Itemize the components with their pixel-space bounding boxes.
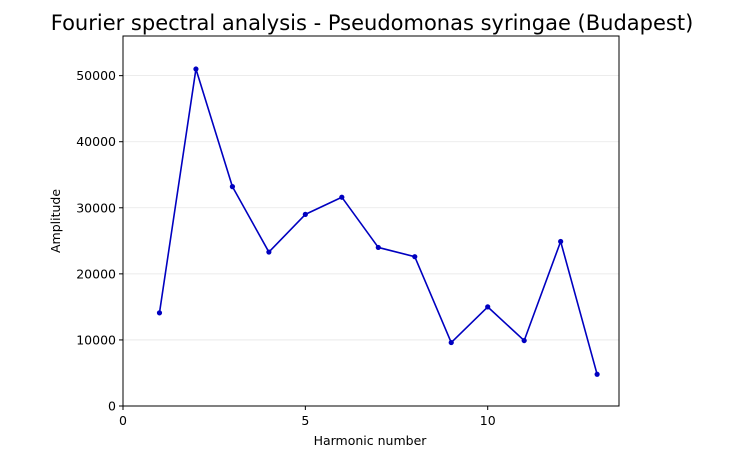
- grid-lines: [123, 75, 619, 407]
- plot-frame: [122, 35, 620, 407]
- data-point: [485, 304, 491, 310]
- x-tick-label: 0: [119, 413, 127, 428]
- x-tick-label: 10: [480, 413, 496, 428]
- data-point: [558, 238, 564, 245]
- data-point: [193, 66, 199, 72]
- x-axis-label: Harmonic number: [314, 433, 428, 448]
- chart-title: Fourier spectral analysis - Pseudomonas …: [51, 11, 694, 35]
- data-point: [229, 184, 236, 190]
- data-point: [302, 211, 308, 217]
- y-axis-label: Amplitude: [48, 189, 63, 253]
- series-group: [156, 66, 600, 377]
- data-point: [448, 339, 454, 346]
- data-point: [594, 371, 600, 377]
- data-point: [266, 249, 272, 255]
- y-tick-label: 40000: [76, 134, 116, 149]
- y-tick-label: 30000: [76, 200, 116, 215]
- x-tick-label: 5: [301, 413, 309, 428]
- data-point: [521, 337, 527, 344]
- y-tick-label: 0: [108, 399, 116, 414]
- y-axis: 0 10000 20000 30000 40000 50000: [76, 68, 123, 414]
- y-tick-label: 20000: [76, 266, 116, 281]
- data-point: [156, 310, 163, 316]
- data-point: [412, 254, 418, 260]
- y-tick-label: 50000: [76, 68, 116, 83]
- series-line: [158, 68, 598, 375]
- data-point: [375, 244, 381, 251]
- y-tick-label: 10000: [76, 332, 116, 347]
- x-axis: 0 5 10: [119, 406, 496, 428]
- data-point: [339, 194, 345, 200]
